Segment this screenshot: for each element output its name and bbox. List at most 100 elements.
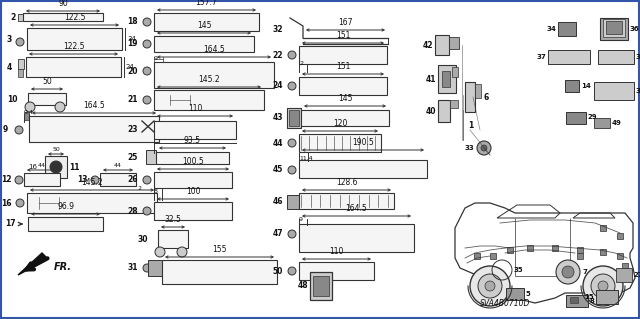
Bar: [18, 69, 23, 77]
Text: 42: 42: [422, 41, 433, 49]
Bar: [287, 195, 299, 209]
Text: 4: 4: [7, 63, 12, 71]
Bar: [566, 112, 586, 124]
Circle shape: [16, 38, 24, 46]
Text: 34: 34: [127, 36, 136, 42]
Bar: [310, 272, 332, 300]
Circle shape: [598, 281, 608, 291]
Text: 50: 50: [273, 266, 283, 276]
Bar: [289, 110, 299, 126]
Circle shape: [583, 266, 623, 306]
Circle shape: [155, 247, 165, 257]
Text: 8: 8: [154, 189, 158, 194]
Text: 93.5: 93.5: [184, 136, 201, 145]
Circle shape: [288, 267, 296, 275]
Bar: [449, 37, 459, 49]
Text: 8: 8: [590, 298, 595, 304]
Circle shape: [477, 141, 491, 155]
Bar: [606, 21, 622, 34]
Text: 145: 145: [196, 21, 211, 30]
Text: 16: 16: [28, 164, 37, 170]
Text: 20: 20: [127, 66, 138, 76]
Bar: [475, 84, 481, 98]
Text: 5: 5: [526, 291, 531, 297]
Text: 34: 34: [546, 26, 556, 32]
Circle shape: [288, 166, 296, 174]
Bar: [527, 245, 533, 251]
Bar: [598, 50, 634, 64]
Circle shape: [143, 18, 151, 26]
Text: 110: 110: [188, 104, 202, 113]
Text: 12: 12: [1, 174, 12, 183]
Text: 21: 21: [127, 95, 138, 105]
Bar: [23, 13, 103, 21]
Bar: [27, 28, 122, 50]
Circle shape: [15, 176, 23, 184]
Bar: [154, 62, 274, 88]
Text: 120: 120: [333, 119, 347, 128]
Text: 90: 90: [58, 0, 68, 8]
Circle shape: [478, 274, 502, 298]
Text: 29: 29: [588, 114, 598, 120]
Circle shape: [143, 176, 151, 184]
Circle shape: [143, 264, 151, 272]
Circle shape: [481, 145, 487, 151]
Bar: [28, 93, 66, 105]
Text: 22: 22: [273, 50, 283, 60]
Bar: [600, 18, 628, 40]
Circle shape: [288, 51, 296, 59]
Bar: [299, 262, 374, 280]
Text: 128.6: 128.6: [336, 178, 357, 187]
Bar: [570, 297, 578, 303]
Text: 96.9: 96.9: [57, 202, 74, 211]
Bar: [28, 217, 103, 231]
Bar: [45, 156, 67, 178]
Text: 2: 2: [299, 61, 303, 66]
Bar: [506, 288, 524, 300]
Bar: [146, 150, 156, 164]
Bar: [490, 253, 496, 259]
Text: 16: 16: [1, 198, 12, 207]
Text: 9: 9: [3, 124, 8, 133]
Bar: [154, 202, 232, 220]
Circle shape: [15, 126, 23, 134]
Bar: [162, 260, 277, 284]
Text: 37: 37: [536, 54, 546, 60]
Circle shape: [25, 102, 35, 112]
Bar: [566, 295, 588, 307]
Bar: [577, 253, 583, 259]
Circle shape: [16, 199, 24, 207]
Bar: [452, 67, 458, 77]
Text: 18: 18: [127, 18, 138, 26]
Text: SVA4B0710D: SVA4B0710D: [480, 300, 530, 308]
Bar: [558, 22, 576, 36]
Bar: [148, 260, 162, 276]
Bar: [301, 110, 389, 126]
Circle shape: [143, 207, 151, 215]
Bar: [154, 36, 254, 52]
Circle shape: [177, 247, 187, 257]
Bar: [594, 118, 610, 128]
Circle shape: [288, 82, 296, 90]
Text: FR.: FR.: [54, 262, 72, 272]
Text: 10: 10: [8, 95, 18, 105]
Bar: [154, 90, 264, 110]
Text: 26: 26: [127, 175, 138, 184]
Text: 44: 44: [114, 163, 122, 168]
Text: 9.4: 9.4: [24, 110, 34, 115]
Text: 145.2: 145.2: [81, 178, 103, 187]
Text: 39: 39: [636, 88, 640, 94]
Circle shape: [591, 274, 615, 298]
Text: 6: 6: [483, 93, 488, 102]
Text: 167: 167: [339, 18, 353, 27]
Bar: [577, 247, 583, 253]
Bar: [154, 172, 232, 188]
Bar: [158, 230, 188, 248]
Circle shape: [288, 139, 296, 147]
Text: 25: 25: [127, 153, 138, 162]
Bar: [600, 225, 606, 231]
Text: 50: 50: [52, 147, 60, 152]
Bar: [622, 263, 628, 269]
Bar: [299, 224, 414, 252]
Bar: [24, 173, 60, 186]
